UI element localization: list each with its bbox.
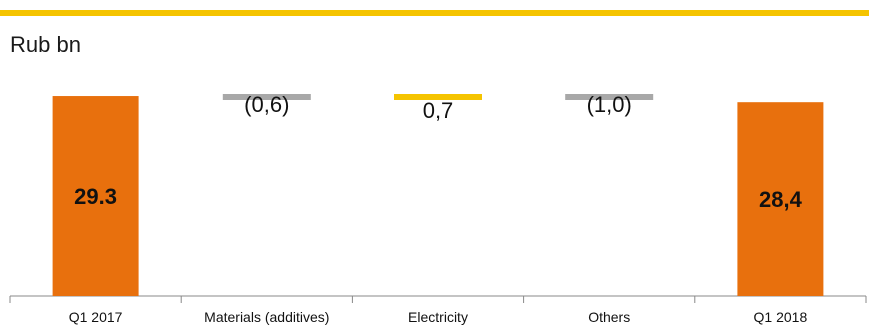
step-value-label: 0,7: [423, 98, 454, 123]
bar-value-label: 28,4: [759, 187, 803, 212]
category-label: Electricity: [408, 309, 468, 325]
category-label: Others: [588, 309, 630, 325]
category-label: Q1 2017: [69, 309, 123, 325]
bar-0: [52, 96, 139, 296]
top-accent-rule: [0, 10, 869, 16]
unit-label: Rub bn: [10, 32, 81, 57]
step-value-label: (1,0): [587, 92, 632, 117]
category-label: Q1 2018: [754, 309, 808, 325]
bar-value-label: 29.3: [74, 184, 117, 209]
step-marker-2: [394, 94, 482, 100]
step-marker-1: [222, 94, 311, 100]
step-marker-3: [565, 94, 654, 100]
category-label: Materials (additives): [204, 309, 329, 325]
step-value-label: (0,6): [244, 92, 289, 117]
bar-4: [737, 102, 824, 297]
